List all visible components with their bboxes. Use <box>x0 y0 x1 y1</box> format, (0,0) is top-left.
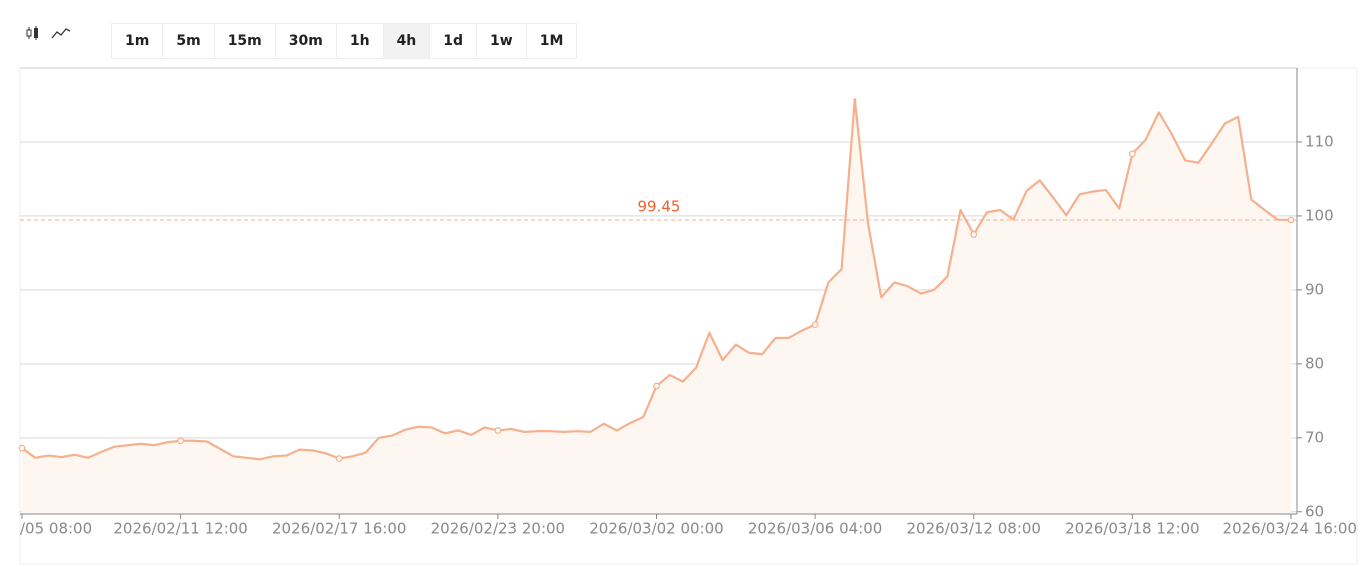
interval-button[interactable]: 15m <box>215 24 276 58</box>
y-tick-label: 80 <box>1305 354 1324 372</box>
x-tick-label: 2026/02/11 12:00 <box>113 520 247 538</box>
point-marker <box>494 427 502 434</box>
y-tick-label: 100 <box>1305 206 1334 224</box>
interval-button[interactable]: 1h <box>337 24 384 58</box>
last-price-label: 99.45 <box>638 197 681 215</box>
point-marker <box>653 382 660 390</box>
chart-style-icons <box>24 24 72 42</box>
point-marker <box>18 444 26 452</box>
y-tick-label: 70 <box>1305 428 1324 446</box>
candle-icon[interactable] <box>24 24 46 42</box>
point-marker <box>335 455 343 462</box>
interval-button[interactable]: 1m <box>112 24 164 58</box>
y-tick-label: 110 <box>1305 132 1334 150</box>
y-tick-label: 60 <box>1305 502 1324 520</box>
x-tick-label: 2026/03/02 00:00 <box>589 520 723 538</box>
line-icon[interactable] <box>50 24 72 42</box>
point-marker <box>1287 216 1295 224</box>
x-tick-label: 2026/03/06 04:00 <box>748 520 882 538</box>
x-tick-label: /05 08:00 <box>20 520 92 538</box>
y-tick-label: 90 <box>1305 280 1324 298</box>
interval-buttons: 1m 5m 15m 30m 1h 4h 1d 1w 1M <box>111 23 578 59</box>
point-marker <box>811 321 819 329</box>
area <box>22 99 1291 515</box>
interval-button[interactable]: 5m <box>163 24 215 58</box>
x-tick-label: 2026/02/23 20:00 <box>431 520 565 538</box>
x-tick-label: 2026/02/17 16:00 <box>272 520 406 538</box>
interval-button[interactable]: 1M <box>539 33 564 49</box>
point-marker <box>1128 150 1136 158</box>
interval-button[interactable]: 4h <box>383 24 431 58</box>
point-marker <box>177 437 185 445</box>
x-tick-label: 2026/03/18 12:00 <box>1065 520 1199 538</box>
interval-button[interactable]: 1d <box>430 24 478 58</box>
x-tick-label: 2026/03/12 08:00 <box>907 520 1041 538</box>
interval-button[interactable]: 30m <box>276 24 337 58</box>
interval-button[interactable]: 1w <box>477 24 527 58</box>
x-tick-label: 2026/03/24 16:00 <box>1223 520 1357 538</box>
toolbar: 1m 5m 15m 30m 1h 4h 1d 1w 1M <box>0 0 1367 60</box>
point-marker <box>970 231 978 238</box>
